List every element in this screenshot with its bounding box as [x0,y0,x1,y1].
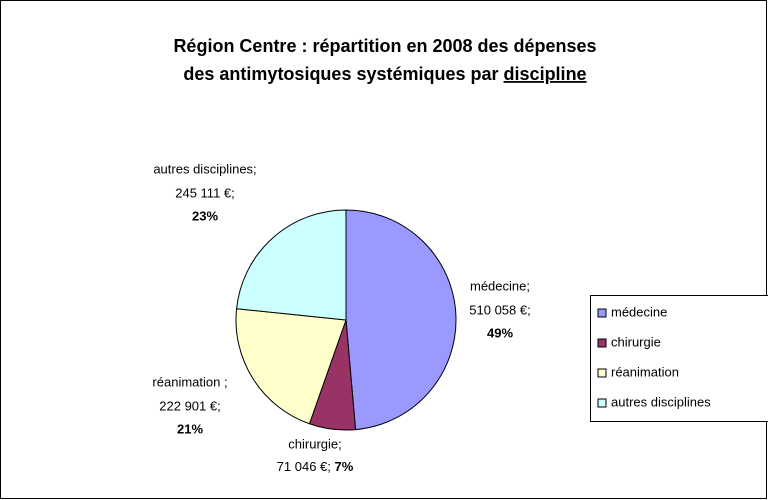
legend-swatch [597,338,607,348]
data-label-name: réanimation ; [152,374,227,389]
legend-swatch [597,308,607,318]
legend-label: réanimation [611,364,679,379]
legend-label: chirurgie [611,334,661,349]
data-label-name: médecine; [470,278,530,293]
legend-swatch [597,398,607,408]
legend-swatch [597,368,607,378]
legend-box [590,295,768,422]
data-label-value: 71 046 €; 7% [277,459,354,474]
data-label-value: 510 058 €; [469,302,530,317]
data-label-name: autres disciplines; [153,161,256,176]
value-text: 71 046 €; [277,459,331,474]
data-label-percent: 23% [192,208,218,223]
pie-slice [345,209,457,431]
title-part: des antimytosiques systémiques par [183,64,498,84]
data-label-value: 245 111 €; [175,185,235,200]
data-label-percent: 49% [487,325,513,340]
legend-label: médecine [611,304,667,319]
title-underlined: discipline [504,64,587,84]
data-label-value: 222 901 €; [159,398,220,413]
pie-slice [235,308,347,425]
data-label-name: chirurgie; [288,436,341,451]
percent-text: 7% [335,459,354,474]
chart-title: des antimytosiques systémiques par disci… [183,64,586,84]
chart-title: Région Centre : répartition en 2008 des … [173,36,596,56]
data-label-percent: 21% [177,421,203,436]
legend-label: autres disciplines [611,394,711,409]
pie-slice [236,209,347,321]
